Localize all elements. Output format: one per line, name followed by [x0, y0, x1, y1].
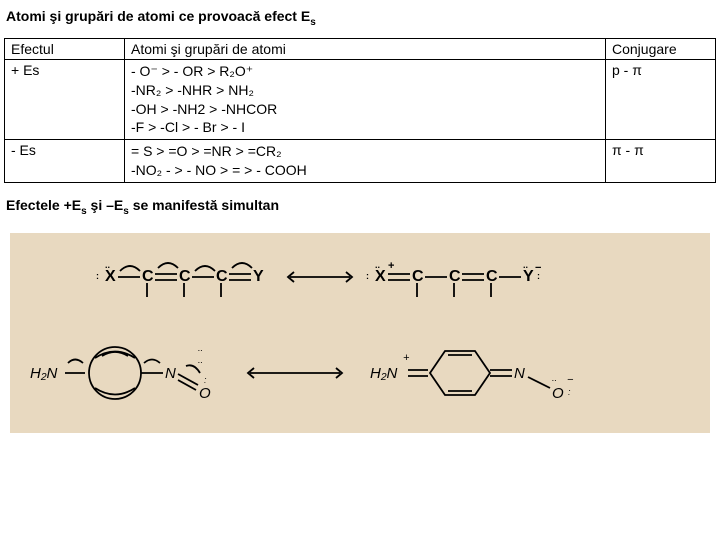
- th-conj: Conjugare: [606, 38, 716, 59]
- svg-text:..: ..: [552, 373, 557, 383]
- svg-text:..: ..: [198, 343, 203, 353]
- svg-text:O: O: [199, 385, 211, 402]
- svg-text:−: −: [567, 374, 574, 386]
- th-grup: Atomi şi grupări de atomi: [125, 38, 606, 59]
- heading-es: Atomi şi grupări de atomi ce provoacă ef…: [4, 8, 716, 28]
- heading-simultan: Efectele +Es şi –Es se manifestă simulta…: [4, 197, 716, 217]
- grup-line: = S > =O > =NR > =CR₂: [131, 142, 599, 161]
- cell-grup-plus: - O⁻ > - OR > R₂O⁺ -NR₂ > -NHR > NH₂ -OH…: [125, 59, 606, 140]
- h2-mid: şi –E: [87, 197, 124, 213]
- grup-line: -OH > -NH2 > -NHCOR: [131, 100, 599, 119]
- h2-part1: Efectele +E: [6, 197, 81, 213]
- svg-text:..: ..: [523, 260, 528, 270]
- cell-efect-plus: + Es: [5, 59, 125, 140]
- resonance-diagram: X .. : C C C Y: [10, 233, 710, 433]
- grup-line: -NO₂ - > - NO > = > - COOH: [131, 161, 599, 180]
- svg-text:..: ..: [198, 355, 203, 365]
- th-efect: Efectul: [5, 38, 125, 59]
- svg-text:..: ..: [375, 260, 380, 270]
- svg-text:X: X: [105, 268, 116, 285]
- svg-text:Y: Y: [523, 268, 534, 285]
- heading-es-sub: s: [310, 17, 316, 28]
- cell-efect-minus: - Es: [5, 140, 125, 183]
- svg-text::: :: [366, 271, 369, 281]
- h2-post: se manifestă simultan: [129, 197, 279, 213]
- table-row: + Es - O⁻ > - OR > R₂O⁺ -NR₂ > -NHR > NH…: [5, 59, 716, 140]
- table-row: Efectul Atomi şi grupări de atomi Conjug…: [5, 38, 716, 59]
- svg-text:O: O: [552, 385, 564, 402]
- grup-line: - O⁻ > - OR > R₂O⁺: [131, 62, 599, 81]
- svg-text:C: C: [216, 268, 228, 285]
- cell-conj-plus: p - π: [606, 59, 716, 140]
- svg-text:C: C: [179, 268, 191, 285]
- svg-text:X: X: [375, 268, 386, 285]
- svg-text:N: N: [165, 365, 176, 382]
- svg-text:C: C: [449, 268, 461, 285]
- svg-text:C: C: [412, 268, 424, 285]
- table-row: - Es = S > =O > =NR > =CR₂ -NO₂ - > - NO…: [5, 140, 716, 183]
- svg-text:C: C: [142, 268, 154, 285]
- svg-text:..: ..: [105, 260, 110, 270]
- effects-table: Efectul Atomi şi grupări de atomi Conjug…: [4, 38, 716, 183]
- cell-conj-minus: π - π: [606, 140, 716, 183]
- svg-text:+: +: [403, 352, 410, 364]
- grup-line: -NR₂ > -NHR > NH₂: [131, 81, 599, 100]
- heading-es-text: Atomi şi grupări de atomi ce provoacă ef…: [6, 8, 310, 24]
- svg-text::: :: [96, 271, 99, 281]
- svg-text:H₂N: H₂N: [370, 365, 398, 382]
- svg-text::: :: [537, 271, 540, 281]
- svg-text:Y: Y: [253, 268, 264, 285]
- svg-text:N: N: [514, 365, 525, 382]
- cell-grup-minus: = S > =O > =NR > =CR₂ -NO₂ - > - NO > = …: [125, 140, 606, 183]
- grup-line: -F > -Cl > - Br > - I: [131, 118, 599, 137]
- svg-text:H₂N: H₂N: [30, 365, 58, 382]
- svg-text:+: +: [388, 260, 394, 272]
- svg-text:C: C: [486, 268, 498, 285]
